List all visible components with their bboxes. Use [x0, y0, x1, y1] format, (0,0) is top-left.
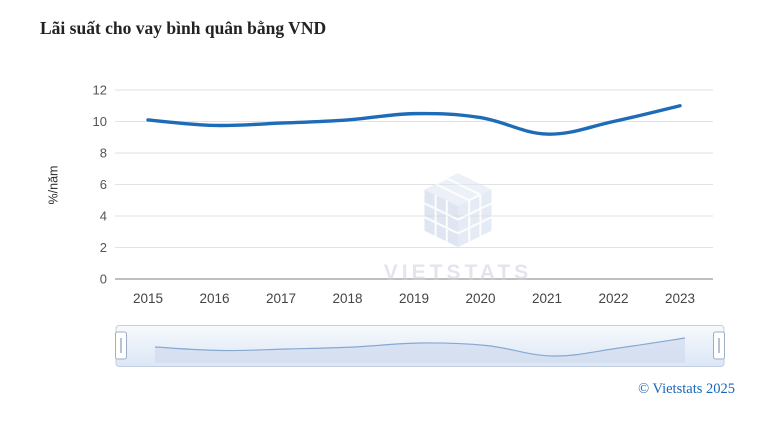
svg-text:2021: 2021: [532, 291, 562, 306]
svg-text:10: 10: [93, 114, 107, 129]
navigator-handle-right[interactable]: [713, 331, 725, 360]
navigator-area: [155, 338, 685, 363]
svg-text:12: 12: [93, 83, 107, 98]
svg-text:0: 0: [100, 272, 107, 287]
svg-text:8: 8: [100, 146, 107, 161]
range-navigator[interactable]: [113, 324, 727, 368]
y-axis-title: %/năm: [46, 165, 61, 205]
line-chart[interactable]: 0 2 4 6 8 10 12 2015 2016 2017 2018 2019 2020 2021 202…: [85, 78, 725, 318]
svg-text:2022: 2022: [598, 291, 628, 306]
chart-title: Lãi suất cho vay bình quân bằng VND: [40, 18, 327, 38]
svg-text:2019: 2019: [399, 291, 429, 306]
svg-text:2018: 2018: [332, 291, 362, 306]
navigator-outline: [154, 337, 686, 357]
svg-text:6: 6: [100, 177, 107, 192]
svg-text:2: 2: [100, 240, 107, 255]
navigator-handle-left[interactable]: [115, 331, 127, 360]
series-line[interactable]: [146, 104, 682, 136]
copyright-link[interactable]: © Vietstats 2025: [638, 381, 735, 397]
svg-text:2015: 2015: [133, 291, 163, 306]
svg-text:2017: 2017: [266, 291, 296, 306]
svg-text:4: 4: [100, 209, 107, 224]
svg-text:2023: 2023: [665, 291, 695, 306]
svg-text:2016: 2016: [199, 291, 229, 306]
svg-text:2020: 2020: [465, 291, 495, 306]
